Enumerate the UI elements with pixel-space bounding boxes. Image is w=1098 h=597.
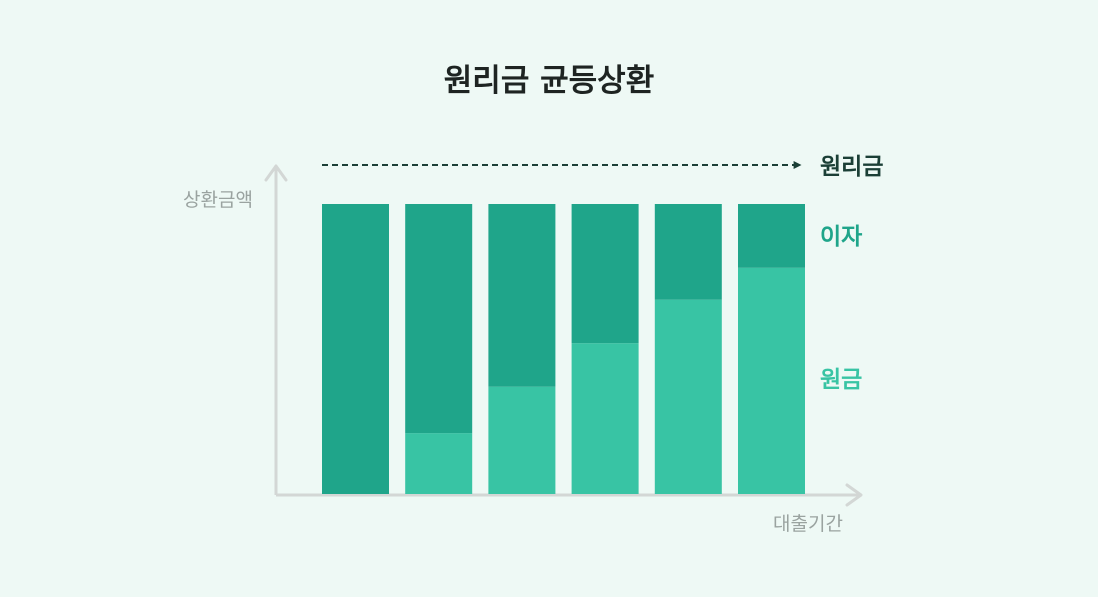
bar-interest-5 bbox=[654, 204, 722, 300]
annotation-label-total: 원리금 bbox=[820, 154, 883, 180]
bar-principal-4 bbox=[571, 343, 639, 494]
bar-interest-6 bbox=[738, 204, 805, 268]
bar-interest-3 bbox=[488, 204, 556, 387]
series-label-interest: 이자 bbox=[820, 224, 862, 250]
bar-interest-1 bbox=[322, 204, 389, 494]
y-axis-label: 상환금액 bbox=[183, 189, 253, 211]
chart-title: 원리금 균등상환 bbox=[444, 63, 654, 99]
bars-group bbox=[322, 204, 805, 494]
bar-interest-4 bbox=[571, 204, 639, 344]
bar-interest-2 bbox=[405, 204, 473, 434]
x-axis bbox=[276, 483, 863, 507]
series-label-principal: 원금 bbox=[820, 367, 862, 393]
bar-principal-6 bbox=[738, 267, 805, 494]
x-axis-label: 대출기간 bbox=[773, 513, 843, 535]
bar-principal-5 bbox=[654, 299, 722, 494]
bar-principal-3 bbox=[488, 386, 556, 494]
y-axis bbox=[264, 164, 288, 495]
bar-principal-2 bbox=[405, 433, 473, 494]
